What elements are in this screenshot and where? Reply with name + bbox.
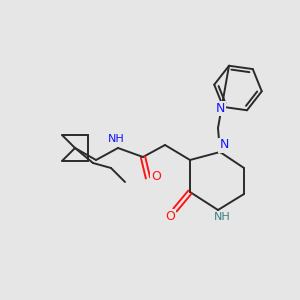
Text: O: O: [165, 209, 175, 223]
Text: N: N: [215, 102, 225, 116]
Text: NH: NH: [108, 134, 124, 144]
Text: N: N: [219, 139, 229, 152]
Text: O: O: [151, 169, 161, 182]
Text: NH: NH: [214, 212, 230, 222]
